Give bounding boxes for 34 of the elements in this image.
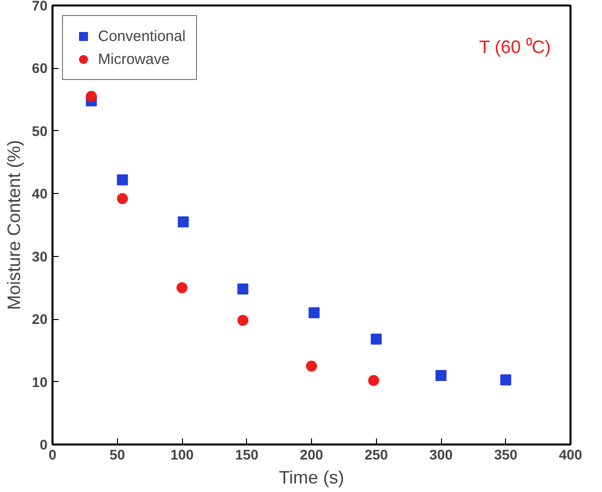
point: [306, 360, 317, 372]
point: [436, 370, 446, 382]
point: [86, 90, 97, 102]
y-tick-label: 10: [32, 374, 48, 390]
x-tick-label: 350: [494, 446, 518, 462]
point: [116, 193, 128, 204]
x-axis-title: Time (s): [278, 468, 344, 488]
point: [370, 334, 382, 345]
legend-label: Microwave: [98, 50, 170, 68]
point: [178, 216, 189, 228]
point: [237, 283, 248, 294]
x-tick-label: 50: [109, 446, 126, 462]
point: [308, 307, 320, 318]
y-tick-label: 50: [32, 122, 48, 139]
x-tick-label: 100: [170, 446, 194, 462]
y-tick-label: 30: [32, 248, 48, 264]
y-tick-label: 70: [32, 0, 48, 14]
point: [500, 374, 512, 386]
point: [237, 314, 248, 326]
x-tick-label: 300: [429, 446, 453, 462]
point: [176, 282, 188, 294]
legend-label: Conventional: [98, 28, 186, 44]
x-tick-label: 250: [364, 446, 388, 462]
x-tick-label: 150: [235, 446, 259, 462]
point: [368, 375, 380, 386]
y-tick-label: 0: [40, 436, 48, 452]
y-tick-label: 60: [32, 60, 48, 76]
point: [116, 174, 128, 186]
x-tick-label: 400: [558, 446, 582, 462]
annotation: T (60 ⁰C): [479, 36, 551, 57]
x-tick-label: 200: [300, 446, 324, 462]
y-axis-title: Moisture Content (%): [4, 140, 24, 310]
y-tick-label: 20: [32, 311, 48, 328]
y-tick-label: 40: [32, 186, 48, 202]
